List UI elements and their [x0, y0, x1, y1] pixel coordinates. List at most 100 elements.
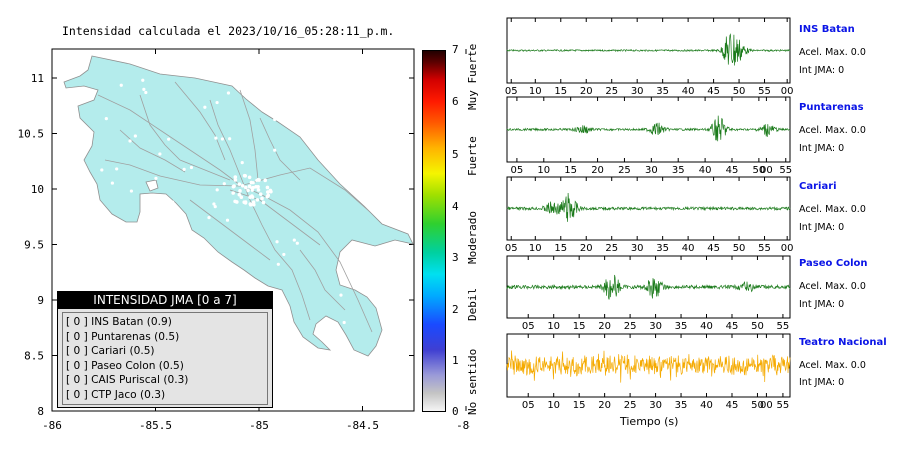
legend-row: [ 0 ] INS Batan (0.9) — [66, 316, 172, 328]
seismogram-tick-label: 40 — [700, 321, 713, 332]
legend-row: [ 0 ] Cariari (0.5) — [66, 345, 155, 358]
city-point — [269, 97, 273, 101]
city-point — [141, 78, 145, 82]
seismogram-tick-label: 05 — [522, 400, 535, 411]
legend-row: [ 0 ] CAIS Puriscal (0.3) — [66, 374, 189, 387]
city-point — [212, 288, 216, 292]
legend-list: [ 0 ] INS Batan (0.9) [ 0 ] Puntarenas (… — [62, 312, 268, 405]
city-point — [242, 200, 247, 205]
city-point — [339, 293, 343, 297]
seismogram-tick-label: 45 — [707, 86, 720, 97]
city-point — [172, 273, 176, 277]
seismogram-tick-label: 30 — [649, 400, 662, 411]
map-y-tick-label: 10.5 — [18, 128, 45, 141]
legend-title: INTENSIDAD JMA [0 a 7] — [58, 292, 272, 309]
city-point — [213, 204, 217, 209]
city-point — [129, 189, 133, 193]
city-point — [265, 185, 270, 190]
station-int: Int JMA: 0 — [799, 377, 845, 388]
city-point — [220, 137, 224, 141]
legend-row: [ 0 ] CTP Jaco (0.3) — [66, 388, 166, 401]
seismogram-tick-label: 30 — [631, 243, 644, 254]
map-x-tick-label: -86 — [42, 419, 62, 432]
nicoya-gulf-island — [145, 179, 159, 192]
city-point — [228, 137, 232, 141]
seismogram-tick-label: 50 — [751, 400, 764, 411]
city-point — [255, 198, 260, 202]
city-point — [276, 262, 280, 266]
seismogram-tick-label: 15 — [554, 86, 567, 97]
city-point — [115, 167, 119, 171]
seismogram-tick-label: 00 — [781, 86, 794, 97]
seismogram-tick-label: 05 — [505, 86, 518, 97]
seismogram-tick-label: 15 — [573, 321, 586, 332]
city-point — [242, 84, 246, 88]
map-x-tick-label: -85 — [249, 419, 269, 432]
city-point — [237, 192, 242, 197]
costa-rica-land — [63, 55, 414, 357]
city-point — [182, 167, 186, 171]
colorbar-tick: 0 — [452, 405, 459, 418]
city-point — [238, 189, 242, 193]
seismogram-tick-label: 35 — [675, 400, 688, 411]
city-point — [250, 186, 254, 191]
city-point — [257, 178, 261, 182]
city-point — [154, 176, 158, 180]
city-point — [260, 196, 264, 201]
city-point — [238, 286, 242, 290]
colorbar-tick: 3 — [452, 251, 459, 264]
seismogram-tick-label: 05 — [511, 165, 524, 176]
city-point — [247, 175, 252, 180]
city-point — [252, 202, 256, 207]
city-point — [189, 165, 194, 170]
city-point — [207, 215, 211, 220]
map-y-tick-label: 10 — [31, 183, 44, 196]
city-point — [222, 182, 226, 186]
seismogram-tick-label: 00 — [760, 400, 773, 411]
seismogram-tick-label: 00 — [760, 165, 773, 176]
seismogram-tick-label: 55 — [758, 86, 771, 97]
city-point — [226, 91, 231, 95]
city-point — [248, 202, 253, 207]
city-point — [346, 125, 351, 129]
seismogram-tick-label: 35 — [656, 243, 669, 254]
city-point — [240, 183, 245, 188]
seismogram-tick-label: 05 — [522, 321, 535, 332]
city-point — [142, 87, 146, 91]
intensity-legend: INTENSIDAD JMA [0 a 7] [ 0 ] INS Batan (… — [57, 291, 273, 408]
city-point — [144, 90, 148, 95]
city-point — [254, 185, 258, 189]
station-acel: Acel. Max. 0.0 — [799, 204, 866, 215]
city-point — [265, 190, 270, 194]
seismogram-tick-label: 20 — [598, 400, 611, 411]
city-point — [275, 240, 279, 244]
city-point — [317, 114, 321, 119]
colorbar-tick: 2 — [452, 303, 459, 316]
city-point — [237, 182, 242, 186]
city-point — [331, 144, 335, 148]
seismogram-tick-label: 45 — [726, 321, 739, 332]
seismogram-tick-label: 45 — [726, 400, 739, 411]
city-point — [246, 188, 250, 193]
colorbar-tick: 6 — [452, 95, 459, 108]
map-y-tick-label: 8.5 — [24, 350, 44, 363]
seismogram-trace — [506, 350, 791, 383]
seismogram-tick-label: 55 — [779, 165, 792, 176]
seismogram-tick-label: 25 — [618, 165, 631, 176]
seismogram-tick-label: 20 — [580, 243, 593, 254]
city-point — [321, 320, 325, 324]
seismogram-trace — [506, 274, 791, 300]
seismogram-tick-label: 10 — [547, 400, 560, 411]
city-point — [249, 180, 254, 185]
city-point — [212, 202, 216, 206]
city-point — [233, 175, 238, 179]
colorbar-tick: 1 — [452, 354, 459, 367]
city-point — [263, 178, 268, 183]
seismogram-tick-label: 40 — [700, 400, 713, 411]
seismogram-panel: 05 10 15 20 25 30 35 40 45 50 55 00 — [505, 176, 794, 254]
city-point — [292, 238, 296, 242]
station-name: Teatro Nacional — [799, 337, 887, 348]
map-x-tick-label: -85.5 — [139, 419, 172, 432]
seismogram-tick-label: 30 — [631, 86, 644, 97]
